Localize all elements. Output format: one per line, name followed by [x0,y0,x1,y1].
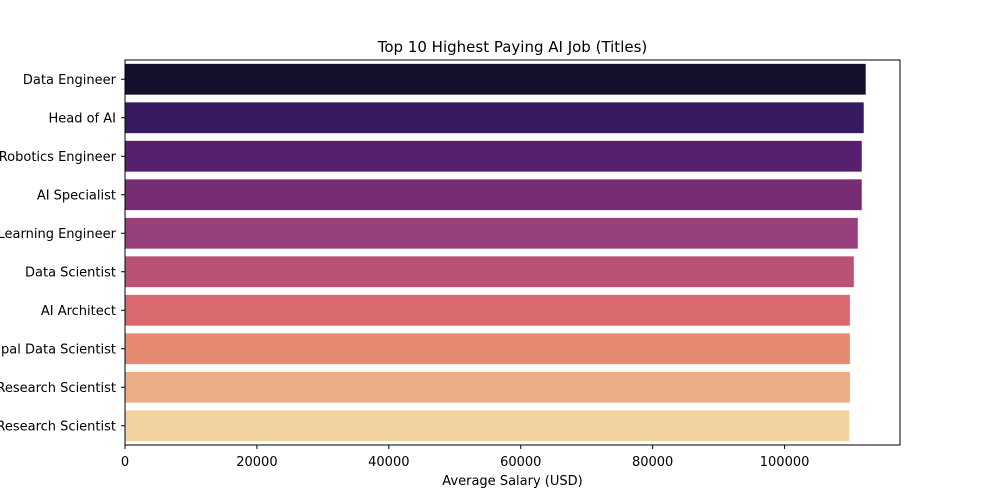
bar [125,333,850,365]
x-tick-label: 40000 [368,455,409,470]
y-tick-label: AI Specialist [37,188,116,203]
bar [125,256,854,288]
x-tick-label: 100000 [760,455,810,470]
y-tick-label: Robotics Engineer [0,150,117,165]
x-tick-label: 20000 [236,455,277,470]
x-tick-label: 60000 [500,455,541,470]
bar [125,63,866,95]
x-axis-label: Average Salary (USD) [442,474,582,489]
y-axis-ticks: Data Engineer Head of AI Robotics Engineer… [0,73,125,434]
bar [125,140,862,172]
bar [125,102,864,134]
y-tick-label: Research Scientist [0,419,116,434]
y-tick-label: Principal Data Scientist [0,342,116,357]
y-tick-label: Machine Learning Engineer [0,227,117,242]
bars [125,63,866,442]
y-tick-label: Data Engineer [23,73,117,88]
x-tick-label: 80000 [632,455,673,470]
chart-title: Top 10 Highest Paying AI Job (Titles) [377,38,648,56]
bar [125,294,850,326]
bar [125,217,858,249]
bar [125,371,850,403]
y-tick-label: AI Research Scientist [0,381,116,396]
bar [125,410,850,442]
y-tick-label: Data Scientist [25,265,116,280]
x-tick-label: 0 [121,455,129,470]
bar [125,179,862,211]
plot-frame [124,59,901,446]
y-tick-label: AI Architect [41,304,116,319]
x-axis-ticks: 0 20000 40000 60000 80000 100000 [121,445,810,470]
y-tick-label: Head of AI [48,111,116,126]
